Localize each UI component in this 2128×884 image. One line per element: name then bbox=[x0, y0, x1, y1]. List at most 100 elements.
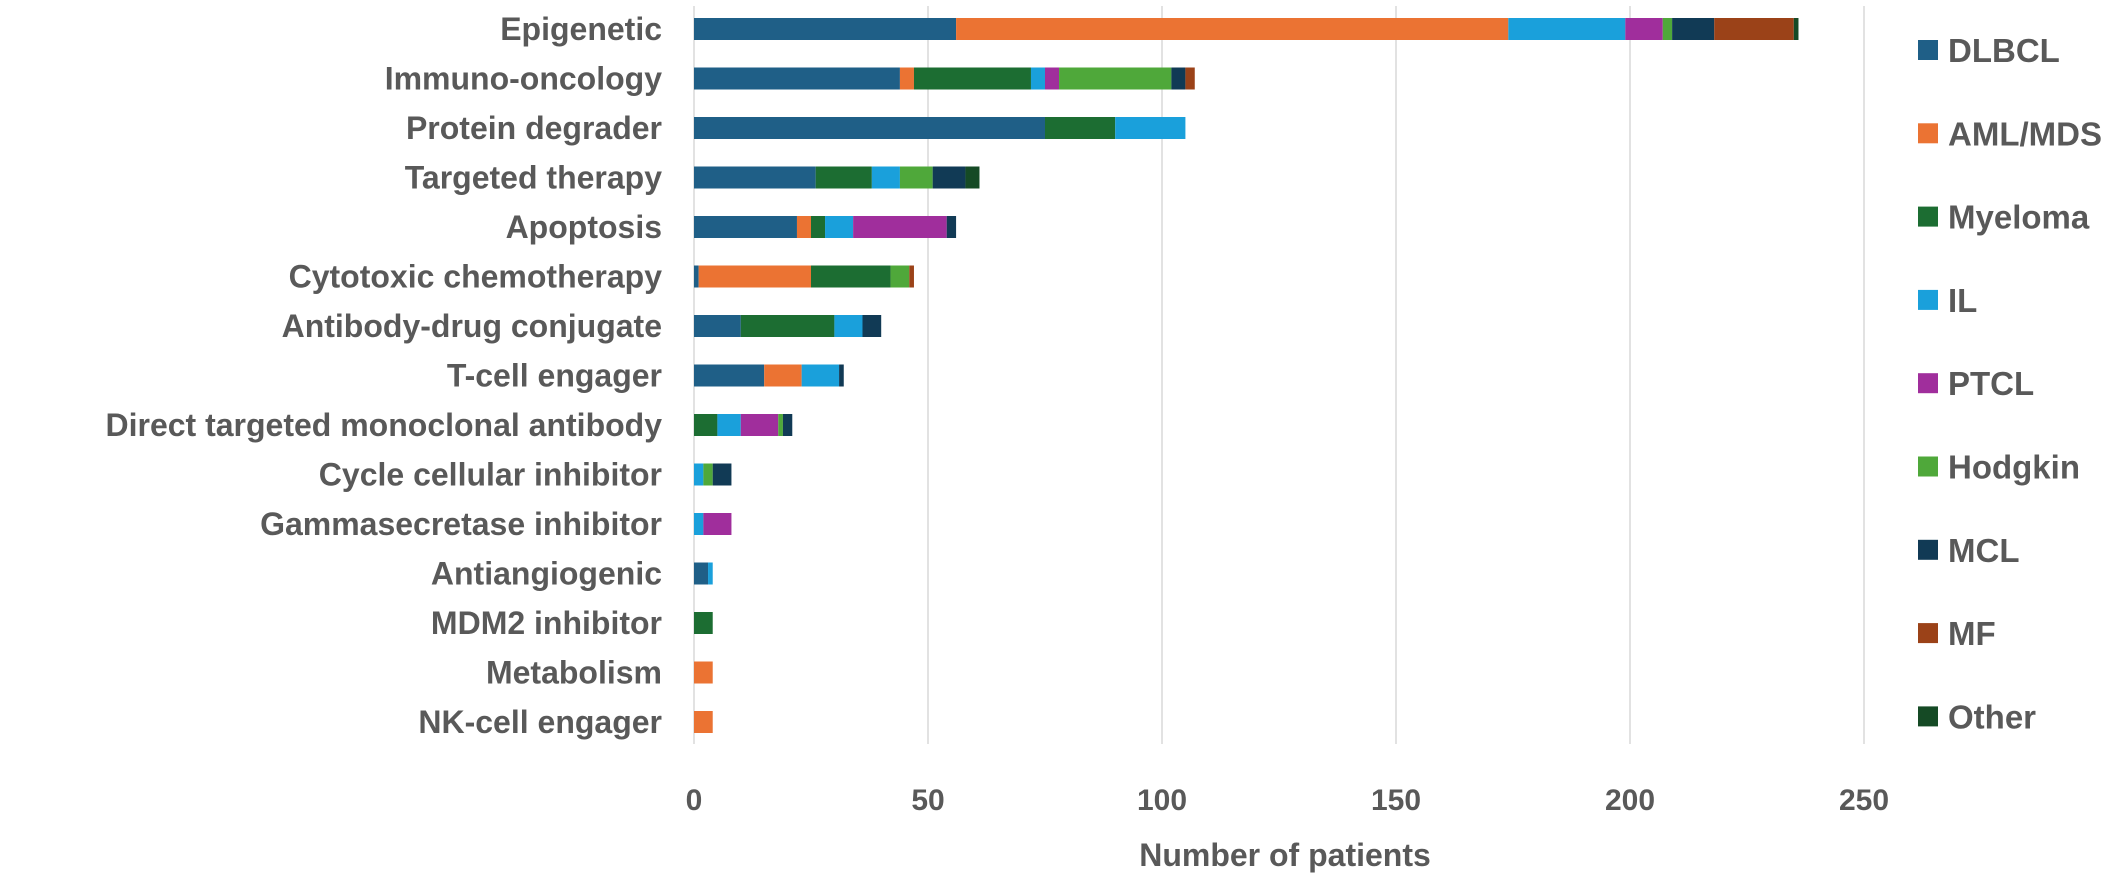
x-axis-title: Number of patients bbox=[1139, 837, 1431, 873]
category-label-direct-targeted-monoclonal-antibody: Direct targeted monoclonal antibody bbox=[105, 407, 662, 443]
bar-antibody-drug-conjugate-myeloma bbox=[740, 315, 835, 337]
bar-direct-targeted-monoclonal-antibody-myeloma bbox=[694, 414, 718, 436]
legend-swatch-il bbox=[1918, 289, 1938, 310]
bar-protein-degrader-dlbcl bbox=[694, 117, 1045, 139]
bar-immuno-oncology-mcl bbox=[1171, 67, 1186, 90]
bar-mdm2-inhibitor-myeloma bbox=[694, 612, 713, 634]
bar-immuno-oncology-il bbox=[1030, 67, 1045, 90]
category-label-metabolism: Metabolism bbox=[486, 655, 662, 691]
category-label-targeted-therapy: Targeted therapy bbox=[405, 160, 662, 196]
bar-t-cell-engager-aml-mds bbox=[764, 364, 802, 387]
legend: DLBCL AML/MDS Myeloma IL PTCL Hodgkin MCL MF Oth… bbox=[1918, 32, 2102, 735]
legend-label-ptcl: PTCL bbox=[1948, 365, 2034, 402]
bar-apoptosis-ptcl bbox=[853, 216, 947, 238]
bar-targeted-therapy-mcl bbox=[932, 166, 966, 189]
bar-cytotoxic-chemotherapy-mf bbox=[909, 265, 914, 288]
category-label-apoptosis: Apoptosis bbox=[506, 209, 662, 245]
legend-label-hodgkin: Hodgkin bbox=[1948, 449, 2080, 486]
legend-label-mcl: MCL bbox=[1948, 532, 2019, 569]
bar-immuno-oncology-ptcl bbox=[1045, 67, 1060, 90]
x-tick-label: 100 bbox=[1137, 784, 1187, 817]
bar-apoptosis-aml-mds bbox=[796, 216, 811, 238]
category-label-antiangiogenic: Antiangiogenic bbox=[431, 556, 662, 592]
bar-cytotoxic-chemotherapy-hodgkin bbox=[890, 265, 910, 288]
bar-antibody-drug-conjugate-mcl bbox=[862, 315, 882, 337]
bar-antiangiogenic-il bbox=[708, 562, 713, 585]
legend-label-other: Other bbox=[1948, 698, 2036, 735]
category-label-protein-degrader: Protein degrader bbox=[406, 110, 662, 146]
bar-t-cell-engager-mcl bbox=[839, 364, 844, 387]
legend-swatch-mcl bbox=[1918, 539, 1938, 560]
bar-targeted-therapy-other bbox=[965, 166, 980, 189]
bar-epigenetic-ptcl bbox=[1625, 18, 1663, 40]
legend-swatch-ptcl bbox=[1918, 373, 1938, 394]
legend-label-il: IL bbox=[1948, 282, 1977, 319]
legend-label-aml-mds: AML/MDS bbox=[1948, 115, 2102, 152]
category-label-nk-cell-engager: NK-cell engager bbox=[418, 704, 662, 740]
bar-cycle-cellular-inhibitor-hodgkin bbox=[703, 463, 713, 486]
bar-cycle-cellular-inhibitor-mcl bbox=[712, 463, 732, 486]
legend-swatch-dlbcl bbox=[1918, 40, 1938, 60]
legend-swatch-hodgkin bbox=[1918, 456, 1938, 477]
bar-cytotoxic-chemotherapy-aml-mds bbox=[698, 265, 811, 288]
bar-protein-degrader-myeloma bbox=[1045, 117, 1116, 139]
x-tick-label: 150 bbox=[1371, 784, 1421, 817]
bar-epigenetic-dlbcl bbox=[694, 18, 957, 40]
x-tick-label: 0 bbox=[686, 784, 703, 817]
bar-epigenetic-hodgkin bbox=[1662, 18, 1673, 40]
bar-targeted-therapy-il bbox=[871, 166, 900, 189]
category-label-mdm2-inhibitor: MDM2 inhibitor bbox=[431, 605, 662, 641]
bar-epigenetic-mf bbox=[1714, 18, 1794, 40]
bar-cytotoxic-chemotherapy-myeloma bbox=[811, 265, 891, 288]
bar-targeted-therapy-dlbcl bbox=[694, 166, 816, 189]
bar-immuno-oncology-aml-mds bbox=[899, 67, 914, 90]
bar-direct-targeted-monoclonal-antibody-mcl bbox=[782, 414, 793, 436]
bar-protein-degrader-il bbox=[1115, 117, 1186, 139]
bar-direct-targeted-monoclonal-antibody-ptcl bbox=[740, 414, 779, 436]
bar-targeted-therapy-hodgkin bbox=[899, 166, 933, 189]
bar-epigenetic-mcl bbox=[1672, 18, 1715, 40]
bar-apoptosis-mcl bbox=[946, 216, 957, 238]
bar-apoptosis-dlbcl bbox=[694, 216, 797, 238]
x-tick-label: 50 bbox=[911, 784, 944, 817]
bar-apoptosis-myeloma bbox=[811, 216, 826, 238]
bar-epigenetic-aml-mds bbox=[956, 18, 1509, 40]
legend-swatch-myeloma bbox=[1918, 206, 1938, 227]
category-label-immuno-oncology: Immuno-oncology bbox=[385, 61, 663, 97]
bar-cycle-cellular-inhibitor-il bbox=[694, 463, 704, 486]
bar-antibody-drug-conjugate-il bbox=[834, 315, 863, 337]
x-tick-label: 250 bbox=[1839, 784, 1889, 817]
bar-nk-cell-engager-aml-mds bbox=[694, 711, 713, 733]
bar-epigenetic-il bbox=[1508, 18, 1626, 40]
bar-immuno-oncology-mf bbox=[1185, 67, 1195, 90]
bar-antibody-drug-conjugate-dlbcl bbox=[694, 315, 741, 337]
category-label-epigenetic: Epigenetic bbox=[500, 11, 662, 47]
legend-label-myeloma: Myeloma bbox=[1948, 199, 2090, 236]
legend-swatch-other bbox=[1918, 706, 1938, 727]
bar-direct-targeted-monoclonal-antibody-il bbox=[717, 414, 741, 436]
x-tick-labels: 0 50 100 150 200 250 bbox=[686, 784, 1889, 817]
bar-immuno-oncology-hodgkin bbox=[1059, 67, 1172, 90]
bar-t-cell-engager-il bbox=[801, 364, 840, 387]
bar-cytotoxic-chemotherapy-dlbcl bbox=[694, 265, 699, 288]
bar-metabolism-aml-mds bbox=[694, 661, 713, 684]
category-label-t-cell-engager: T-cell engager bbox=[447, 358, 662, 394]
bar-immuno-oncology-dlbcl bbox=[694, 67, 900, 90]
bar-gammasecretase-inhibitor-ptcl bbox=[703, 513, 732, 535]
legend-label-dlbcl: DLBCL bbox=[1948, 32, 2060, 69]
bar-direct-targeted-monoclonal-antibody-hodgkin bbox=[778, 414, 783, 436]
bar-t-cell-engager-dlbcl bbox=[694, 364, 765, 387]
bar-epigenetic-other bbox=[1793, 18, 1799, 40]
bar-antiangiogenic-dlbcl bbox=[694, 562, 709, 585]
category-label-antibody-drug-conjugate: Antibody-drug conjugate bbox=[282, 308, 662, 344]
legend-swatch-aml-mds bbox=[1918, 123, 1938, 144]
category-label-gammasecretase-inhibitor: Gammasecretase inhibitor bbox=[260, 506, 662, 542]
bar-targeted-therapy-myeloma bbox=[815, 166, 872, 189]
x-tick-label: 200 bbox=[1605, 784, 1655, 817]
bar-gammasecretase-inhibitor-il bbox=[694, 513, 704, 535]
gridlines bbox=[693, 6, 1865, 744]
bar-immuno-oncology-myeloma bbox=[913, 67, 1031, 90]
bars bbox=[694, 18, 1799, 733]
